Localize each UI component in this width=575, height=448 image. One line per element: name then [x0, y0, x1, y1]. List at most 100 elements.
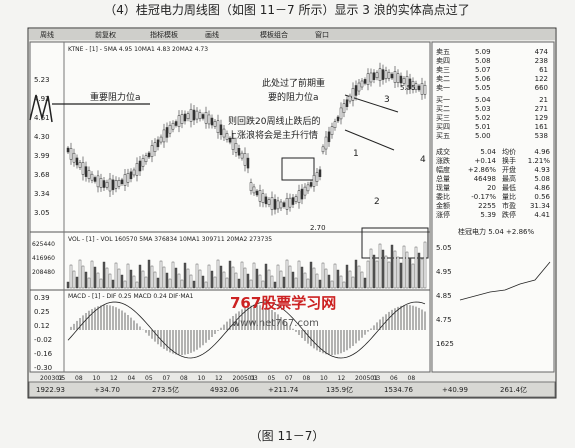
- stats-cell: 0.56: [534, 193, 550, 201]
- y-tick-label: 3.99: [34, 152, 50, 160]
- volume-bar: [333, 263, 337, 289]
- candle-body: [69, 148, 73, 160]
- order-book-cell: 5.02: [475, 114, 491, 122]
- intraday-label: 1625: [436, 340, 454, 348]
- toolbar-item: 前复权: [95, 30, 116, 39]
- stats-cell: +0.14: [475, 157, 497, 165]
- volume-bar: [399, 262, 403, 289]
- candle-body: [387, 72, 391, 79]
- volume-bar: [279, 270, 283, 289]
- order-book-cell: 卖五: [436, 48, 450, 56]
- order-book-cell: 5.03: [475, 105, 491, 113]
- volume-bar: [96, 272, 100, 289]
- candle-body: [198, 112, 202, 119]
- candle-body: [411, 81, 415, 90]
- stats-cell: 1.21%: [528, 157, 551, 165]
- candle-body: [243, 153, 247, 166]
- candle-body: [93, 177, 97, 182]
- candle-body: [315, 172, 319, 182]
- volume-bar: [420, 258, 424, 289]
- stats-cell: 换手: [502, 156, 516, 165]
- order-book-cell: 5.04: [475, 96, 491, 104]
- stats-cell: 总量: [436, 174, 450, 183]
- volume-bar: [354, 259, 358, 289]
- volume-bar: [258, 274, 262, 289]
- y-tick-label: 3.05: [34, 209, 50, 217]
- stats-cell: 46498: [474, 175, 496, 183]
- candle-body: [162, 129, 166, 143]
- date-label: 12: [338, 375, 346, 382]
- date-label: 10: [93, 375, 101, 382]
- volume-bar: [408, 257, 412, 289]
- volume-bar: [153, 271, 157, 289]
- watermark-url: www.net767.com: [232, 318, 319, 329]
- order-book-cell: 129: [535, 114, 548, 122]
- order-book-cell: 5.06: [475, 75, 491, 83]
- volume-bar: [381, 249, 385, 289]
- volume-bar: [351, 276, 355, 289]
- candle-body: [159, 136, 163, 143]
- candle-body: [306, 184, 310, 192]
- candle-body: [417, 85, 421, 91]
- stats-cell: 幅度: [436, 165, 450, 174]
- intraday-label: 4.85: [436, 292, 452, 300]
- stats-cell: 4.86: [534, 184, 550, 192]
- order-book-cell: 买二: [436, 105, 450, 113]
- stats-cell: 20: [487, 184, 496, 192]
- status-item: +211.74: [268, 386, 299, 394]
- volume-bar: [147, 259, 151, 289]
- candle-body: [390, 73, 394, 79]
- candle-body: [174, 121, 178, 126]
- order-book-cell: 122: [535, 75, 548, 83]
- stats-cell: 市盈: [502, 201, 516, 210]
- candle-body: [348, 95, 352, 102]
- order-book-cell: 卖一: [436, 84, 450, 92]
- volume-bar: [297, 260, 301, 289]
- order-book-cell: 5.05: [475, 84, 491, 92]
- candle-body: [399, 75, 403, 84]
- candle-body: [204, 111, 208, 124]
- volume-bar: [72, 270, 76, 289]
- order-book-cell: 21: [539, 96, 548, 104]
- stats-cell: +2.86%: [468, 166, 496, 174]
- stats-cell: 31.34: [530, 202, 551, 210]
- candle-body: [180, 114, 184, 124]
- volume-bar: [99, 278, 103, 289]
- candle-body: [147, 152, 151, 158]
- stats-cell: 4.93: [534, 166, 550, 174]
- candle-body: [255, 190, 259, 196]
- volume-bar: [108, 273, 112, 289]
- date-label: 08: [303, 375, 311, 382]
- macd-label: -0.02: [34, 336, 52, 344]
- stats-cell: 4.41: [534, 211, 550, 219]
- candle-body: [126, 173, 130, 183]
- volume-bar: [327, 274, 331, 289]
- date-label: 08: [180, 375, 188, 382]
- volume-bar: [120, 274, 124, 289]
- candle-body: [291, 197, 295, 205]
- candle-body: [81, 162, 85, 175]
- volume-bar: [168, 278, 172, 289]
- candle-body: [285, 198, 289, 210]
- candle-body: [423, 84, 427, 95]
- candle-body: [330, 126, 334, 135]
- volume-bar: [276, 264, 280, 289]
- stats-cell: 量比: [502, 192, 516, 201]
- volume-bar: [216, 259, 220, 289]
- volume-bar: [69, 264, 73, 289]
- status-item: 261.4亿: [500, 385, 527, 394]
- y-tick-label: 4.30: [34, 133, 50, 141]
- caption: （图 11－7）: [250, 429, 325, 443]
- candle-body: [384, 70, 388, 80]
- annotation: 要的阻力位a: [268, 91, 319, 103]
- volume-bar: [165, 272, 169, 289]
- order-book-cell: 238: [535, 57, 548, 65]
- chart-area: [29, 41, 431, 373]
- wave-label: 2: [374, 197, 380, 207]
- volume-bar: [126, 263, 130, 289]
- status-item: 1922.93: [36, 386, 65, 394]
- candle-body: [123, 174, 127, 186]
- toolbar-item: 画线: [205, 30, 219, 39]
